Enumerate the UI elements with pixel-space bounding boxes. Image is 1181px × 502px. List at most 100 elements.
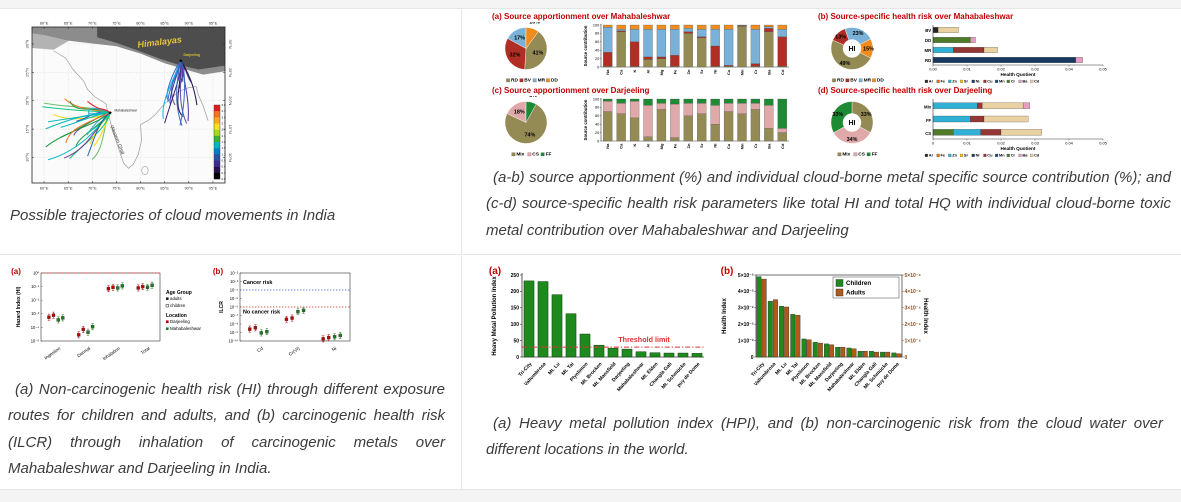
svg-text:Source contribution: Source contribution [583, 99, 588, 140]
svg-text:0.05: 0.05 [1099, 140, 1107, 145]
svg-text:3×10⁻²: 3×10⁻² [738, 306, 754, 312]
svg-text:Cr(VI): Cr(VI) [288, 345, 301, 356]
svg-text:Zn: Zn [686, 143, 691, 148]
svg-text:10⁻⁵: 10⁻⁵ [230, 296, 239, 301]
svg-text:74%: 74% [524, 132, 535, 138]
svg-text:80: 80 [595, 32, 599, 36]
svg-text:1×10⁻⁴: 1×10⁻⁴ [905, 338, 922, 344]
svg-text:0: 0 [905, 355, 908, 361]
svg-text:Fe: Fe [672, 69, 677, 74]
svg-text:10⁻⁸: 10⁻⁸ [230, 321, 239, 326]
svg-text:BV: BV [925, 28, 931, 33]
svg-text:100: 100 [593, 23, 599, 27]
svg-text:Cr: Cr [1011, 79, 1016, 84]
svg-text:75°E: 75°E [112, 21, 121, 26]
svg-text:49%: 49% [840, 61, 851, 67]
svg-text:40: 40 [595, 123, 599, 127]
svg-text:Cu: Cu [987, 153, 993, 158]
svg-text:Sr: Sr [699, 143, 704, 148]
panel-d-title: (d) Source-specific health risk over Dar… [818, 86, 1168, 96]
svg-text:20: 20 [595, 57, 599, 61]
svg-text:10⁻⁵: 10⁻⁵ [31, 338, 40, 343]
svg-text:0.03: 0.03 [1031, 140, 1039, 145]
svg-text:41%: 41% [532, 51, 543, 57]
svg-text:200: 200 [511, 289, 520, 295]
svg-text:Ni: Ni [976, 153, 980, 158]
svg-text:10⁻⁷: 10⁻⁷ [230, 313, 239, 318]
svg-text:K: K [632, 143, 637, 146]
svg-text:MR: MR [925, 48, 933, 53]
svg-text:Cd: Cd [1034, 79, 1040, 84]
svg-text:Mix: Mix [516, 152, 524, 158]
svg-text:adults: adults [170, 296, 183, 301]
svg-text:Zn: Zn [686, 69, 691, 74]
svg-text:95°E: 95°E [209, 21, 218, 26]
svg-text:13%: 13% [835, 34, 846, 40]
svg-text:Health Index: Health Index [722, 298, 728, 334]
svg-text:33%: 33% [832, 112, 843, 118]
panel-c-darjeeling: (c) Source apportionment over Darjeeling… [486, 86, 812, 160]
svg-text:0.05: 0.05 [1099, 66, 1107, 71]
caption-world-comparison: (a) Heavy metal pollution index (HPI), a… [486, 411, 1167, 464]
svg-text:Mn: Mn [999, 79, 1005, 84]
svg-text:Mn: Mn [999, 153, 1005, 158]
svg-text:65°E: 65°E [64, 186, 73, 191]
svg-text:95°E: 95°E [209, 186, 218, 191]
svg-text:Inhalation: Inhalation [102, 345, 122, 361]
svg-text:Zn: Zn [952, 79, 957, 84]
svg-text:0.02: 0.02 [997, 140, 1005, 145]
svg-text:Children: Children [846, 280, 871, 287]
svg-text:Mahabaleshwar: Mahabaleshwar [170, 326, 202, 331]
svg-text:0: 0 [597, 139, 599, 143]
svg-text:MR: MR [538, 78, 546, 84]
svg-text:Age Group: Age Group [166, 290, 192, 296]
svg-text:20: 20 [595, 131, 599, 135]
svg-text:RD: RD [837, 78, 844, 84]
svg-text:10⁻⁴: 10⁻⁴ [230, 287, 239, 292]
svg-text:No cancer risk: No cancer risk [243, 309, 280, 315]
svg-text:Mn: Mn [740, 69, 745, 75]
svg-text:Cr: Cr [753, 143, 758, 148]
svg-text:0: 0 [516, 355, 519, 361]
svg-text:70°E: 70°E [88, 186, 97, 191]
svg-text:ILCR: ILCR [219, 301, 225, 313]
table-row-strip-top [0, 0, 1181, 9]
svg-text:85°E: 85°E [160, 186, 169, 191]
svg-text:100: 100 [593, 97, 599, 101]
svg-text:0: 0 [597, 65, 599, 69]
svg-text:10⁻²: 10⁻² [31, 298, 40, 303]
svg-text:FF: FF [546, 152, 552, 158]
caption-source-apportionment: (a-b) source apportionment (%) and indiv… [486, 165, 1171, 244]
svg-text:Mg: Mg [659, 69, 664, 75]
svg-text:0.04: 0.04 [1065, 66, 1073, 71]
svg-text:10⁰: 10⁰ [33, 270, 40, 275]
svg-text:Mahabaleshwar: Mahabaleshwar [115, 109, 138, 113]
svg-text:DD: DD [551, 78, 558, 84]
svg-text:Ni: Ni [713, 70, 718, 74]
svg-text:Cancer risk: Cancer risk [243, 280, 272, 286]
svg-text:Source contribution: Source contribution [583, 25, 588, 66]
svg-text:CS: CS [925, 131, 931, 136]
svg-text:Cd: Cd [780, 69, 785, 75]
svg-text:17%: 17% [514, 35, 525, 41]
svg-text:(a): (a) [11, 267, 21, 276]
svg-text:0: 0 [751, 355, 754, 361]
svg-text:25°N: 25°N [25, 68, 30, 77]
svg-text:Adults: Adults [846, 290, 866, 297]
svg-text:85°E: 85°E [160, 21, 169, 26]
panel-a-title: (a) Source apportionment over Mahabalesh… [492, 12, 812, 22]
svg-text:18%: 18% [514, 110, 525, 116]
svg-text:20°N: 20°N [228, 96, 233, 105]
panel-b-mahabaleshwar-risk: (b) Source-specific health risk over Mah… [812, 12, 1168, 86]
svg-text:Ba: Ba [1022, 79, 1028, 84]
panel-d-darjeeling-risk: (d) Source-specific health risk over Dar… [812, 86, 1168, 160]
